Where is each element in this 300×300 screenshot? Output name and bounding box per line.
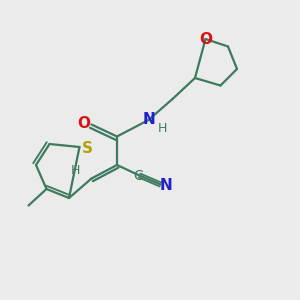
Text: N: N: [160, 178, 172, 193]
Text: N: N: [142, 112, 155, 128]
Text: H: H: [157, 122, 167, 135]
Text: O: O: [199, 32, 212, 46]
Text: H: H: [70, 164, 80, 178]
Text: S: S: [82, 141, 92, 156]
Text: O: O: [77, 116, 91, 130]
Text: C: C: [133, 169, 143, 182]
